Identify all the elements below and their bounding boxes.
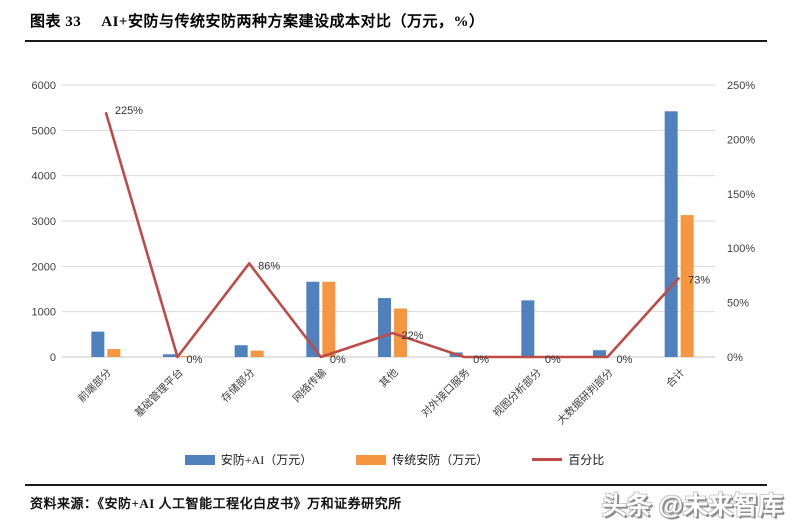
traditional-bar-3	[322, 281, 336, 357]
legend-line-swatch-icon	[532, 458, 563, 461]
left-axis-tick: 5000	[32, 125, 56, 137]
legend-bar-swatch-icon	[184, 454, 215, 465]
source-note: 资料来源：《安防+AI 人工智能工程化白皮书》万和证券研究所	[30, 496, 402, 511]
x-axis-label: 其他	[377, 366, 401, 390]
legend-bar-swatch-icon	[356, 454, 387, 465]
ai-bar-3	[306, 281, 320, 357]
x-axis-label: 大数据研判部分	[554, 366, 616, 428]
left-axis-tick: 2000	[32, 261, 56, 273]
legend-item-2: 百分比	[532, 451, 604, 468]
traditional-bar-2	[250, 350, 264, 357]
traditional-bar-4	[394, 308, 407, 357]
figure-label: 图表 33	[30, 14, 82, 30]
line-data-label: 22%	[402, 330, 424, 342]
line-data-label: 0%	[330, 354, 346, 366]
header-divider	[25, 40, 767, 42]
left-axis-tick: 6000	[32, 80, 56, 92]
right-axis-tick: 250%	[727, 80, 755, 92]
line-data-label: 0%	[187, 354, 203, 366]
line-data-label: 0%	[617, 354, 633, 366]
line-data-label: 225%	[115, 105, 143, 117]
legend-item-0: 安防+AI（万元）	[184, 451, 313, 468]
ai-bar-8	[664, 111, 678, 357]
x-axis-label: 前端部分	[75, 366, 114, 405]
right-axis-tick: 200%	[727, 134, 755, 146]
ai-bar-1	[163, 354, 176, 357]
traditional-bar-8	[680, 215, 694, 357]
x-axis-label: 网络传输	[290, 366, 329, 405]
ai-bar-7	[593, 350, 606, 357]
right-axis-tick: 150%	[727, 189, 755, 201]
ai-bar-4	[378, 298, 391, 357]
legend-label: 百分比	[568, 453, 605, 467]
line-data-label: 73%	[688, 275, 710, 287]
left-axis-tick: 0	[50, 352, 56, 364]
figure-header: 图表 33 AI+安防与传统安防两种方案建设成本对比（万元，%）	[30, 10, 485, 31]
x-axis-label: 视图分析部分	[490, 366, 544, 420]
combo-chart: 0 1000 2000 3000 4000 5000 6000 0% 50% 100% 150% 20…	[32, 80, 756, 428]
x-axis-label: 基础管理平台	[132, 366, 186, 420]
line-data-label: 0%	[473, 354, 489, 366]
figure-title: AI+安防与传统安防两种方案建设成本对比（万元，%）	[101, 14, 485, 30]
left-axis-tick: 1000	[32, 307, 56, 319]
ai-bar-2	[234, 345, 248, 357]
legend-item-1: 传统安防（万元）	[356, 451, 488, 468]
line-data-label: 86%	[258, 260, 280, 272]
left-axis-tick: 4000	[32, 171, 56, 183]
legend-label: 安防+AI（万元）	[220, 453, 313, 467]
traditional-bar-0	[107, 349, 121, 357]
ai-bar-6	[521, 300, 535, 357]
line-data-label: 0%	[545, 354, 561, 366]
left-axis-tick: 3000	[32, 216, 56, 228]
x-axis-label: 对外接口服务	[419, 366, 473, 420]
percentage-line	[104, 111, 681, 359]
x-axis-label: 存储部分	[218, 366, 257, 405]
chart-legend: 安防+AI（万元） 传统安防（万元） 百分比	[0, 451, 789, 468]
x-axis-label: 合计	[663, 366, 687, 390]
legend-label: 传统安防（万元）	[392, 453, 489, 467]
right-axis-tick: 50%	[727, 298, 749, 310]
traditional-bar-1	[179, 356, 192, 357]
chart-area: 0 1000 2000 3000 4000 5000 6000 0% 50% 100% 150% 20…	[25, 55, 770, 447]
footer-divider	[25, 484, 767, 486]
ai-bar-0	[91, 331, 105, 357]
right-axis-tick: 100%	[727, 243, 755, 255]
watermark: 头条 @未来智库	[601, 492, 783, 520]
right-axis-tick: 0%	[727, 352, 743, 364]
